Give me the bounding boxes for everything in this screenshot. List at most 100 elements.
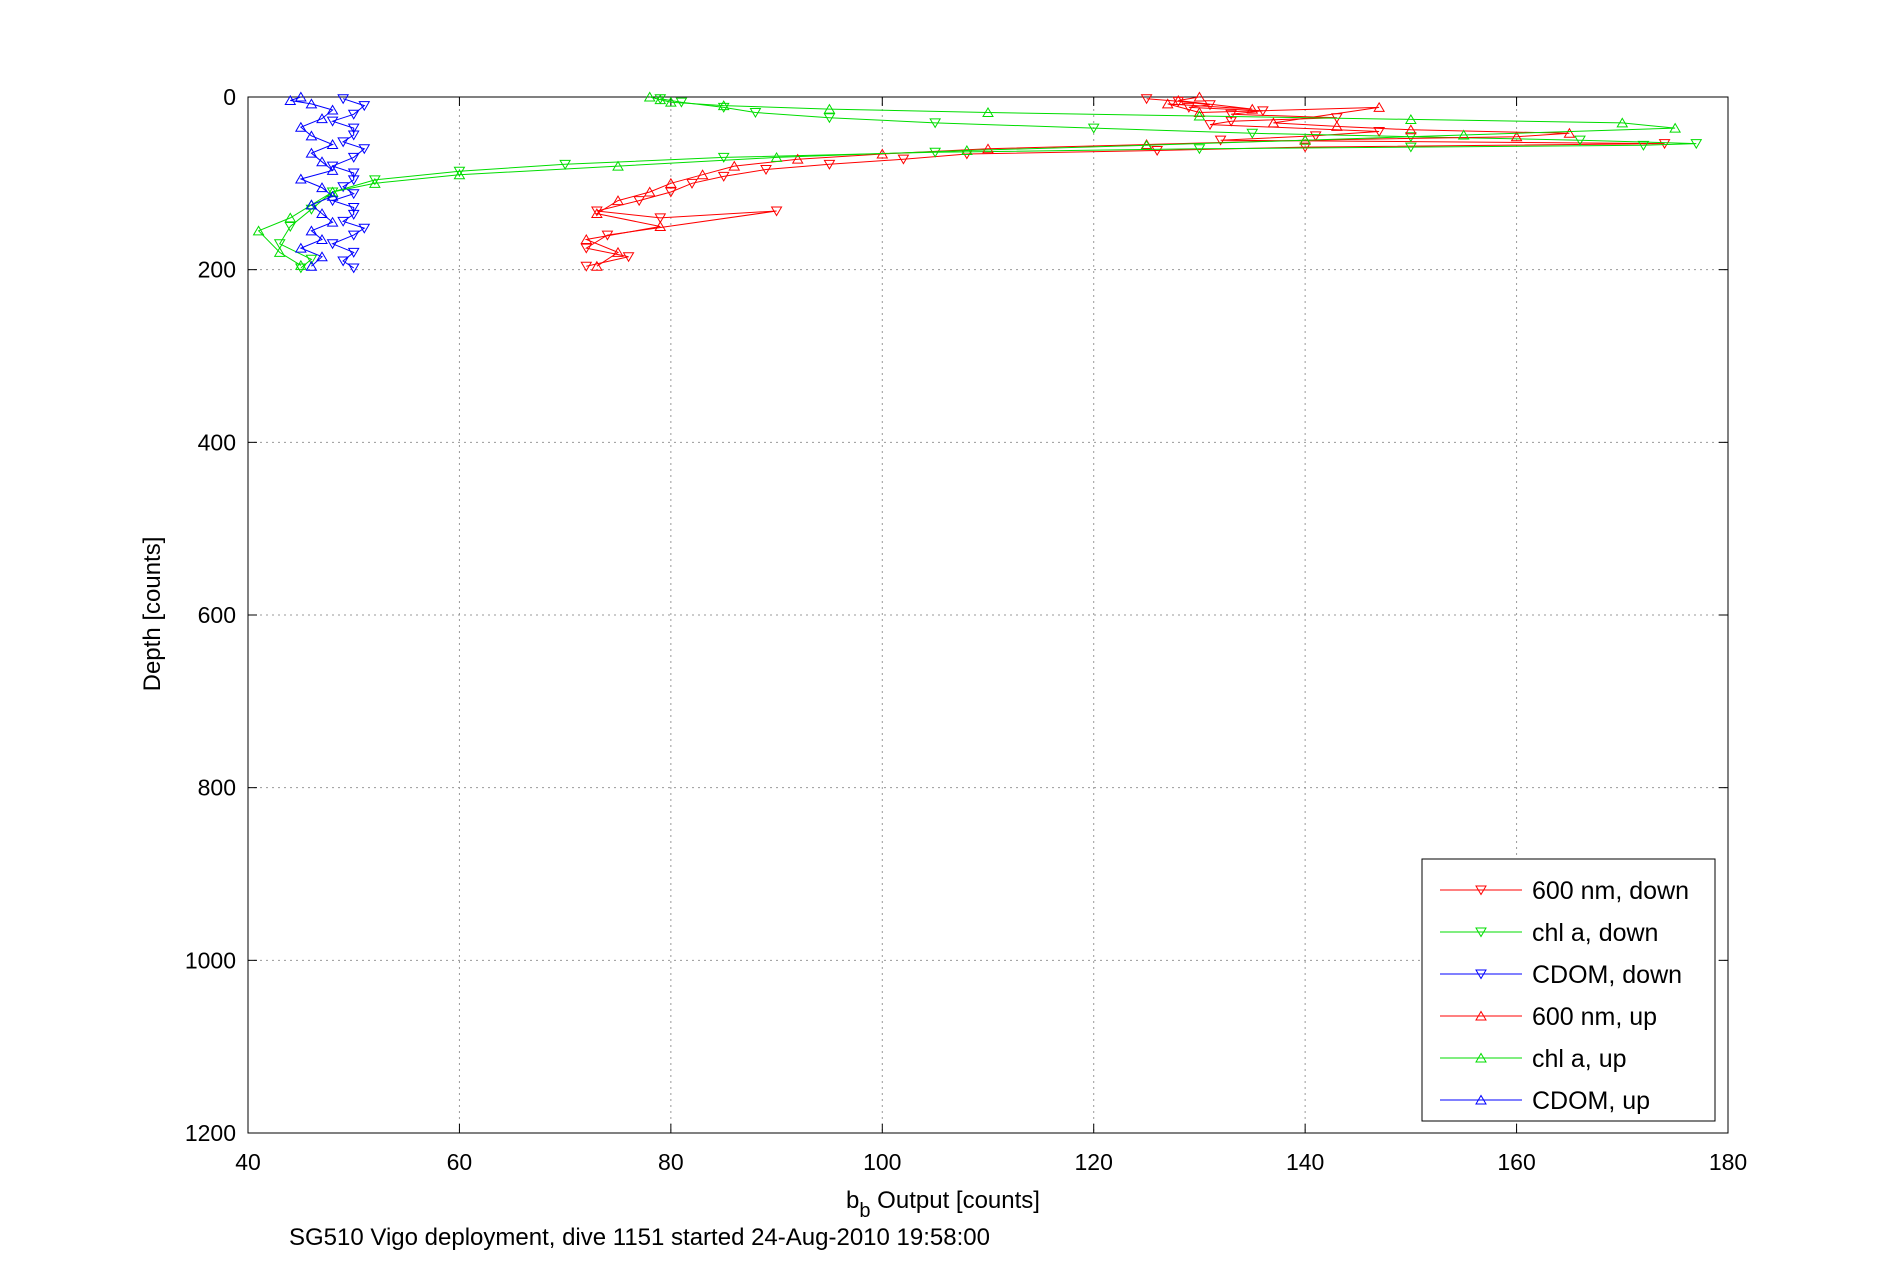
y-tick-label: 200 (198, 257, 236, 283)
data-point (337, 256, 350, 267)
y-tick-label: 0 (223, 84, 236, 110)
legend-entry: CDOM, up (1440, 1087, 1650, 1115)
tick-labels: 40 60 80 100 120 140 160 180 0 200 400 600 800 1000 12… (185, 84, 1747, 1175)
legend-swatch-marker (1475, 1094, 1487, 1105)
data-point (654, 94, 667, 105)
data-point (1193, 107, 1206, 118)
data-point (453, 169, 466, 180)
data-point (823, 159, 836, 170)
data-point (717, 152, 730, 163)
data-point (294, 121, 307, 132)
data-point (294, 242, 307, 253)
data-point (347, 130, 360, 141)
data-point (347, 152, 360, 163)
legend: 600 nm, down chl a, down CDOM, down 600 nm,… (1421, 858, 1716, 1122)
legend-swatch-marker (1475, 885, 1487, 896)
data-point (358, 223, 371, 234)
data-point (664, 187, 677, 198)
data-point (982, 143, 994, 154)
data-point (347, 189, 360, 200)
data-point (273, 239, 286, 250)
data-point (326, 239, 339, 250)
legend-swatch-marker (1475, 1010, 1487, 1021)
data-point (1204, 120, 1216, 131)
data-point (590, 206, 603, 217)
series-2 (326, 94, 371, 274)
data-point (294, 259, 307, 270)
data-point (590, 260, 603, 271)
legend-entry: 600 nm, up (1440, 1003, 1657, 1031)
data-point (1204, 100, 1216, 111)
data-point (633, 196, 646, 207)
data-point (1563, 127, 1576, 138)
data-point (770, 151, 783, 162)
data-point (1193, 91, 1206, 102)
data-point (284, 94, 297, 105)
data-point (347, 109, 360, 120)
data-point (358, 101, 371, 112)
legend-label: chl a, down (1532, 919, 1658, 947)
series-4 (252, 91, 1682, 270)
data-point (1267, 117, 1280, 128)
data-point (316, 251, 328, 262)
legend-entry: chl a, up (1440, 1045, 1627, 1073)
data-point (305, 147, 318, 158)
data-point (294, 91, 307, 102)
data-point (347, 175, 360, 186)
data-point (1690, 139, 1703, 150)
data-point (337, 182, 350, 193)
data-point (305, 225, 318, 236)
data-point (760, 165, 772, 176)
y-axis-label: Depth [counts] (139, 537, 166, 692)
legend-label: 600 nm, down (1532, 877, 1689, 905)
data-point (1225, 116, 1238, 127)
data-point (1373, 127, 1386, 138)
data-point (654, 221, 667, 231)
data-point (358, 144, 371, 155)
data-point (305, 254, 318, 265)
x-axis-label: bb Output [counts] (846, 1187, 1040, 1222)
series-1 (273, 94, 1703, 274)
y-tick-label: 600 (198, 602, 236, 628)
y-tick-label: 800 (198, 775, 236, 801)
data-point (284, 222, 297, 232)
plot-frame (247, 96, 1729, 1134)
data-point (717, 100, 730, 111)
data-point (696, 169, 709, 180)
data-point (580, 261, 593, 272)
data-point (326, 138, 339, 149)
legend-label: chl a, up (1532, 1045, 1627, 1073)
legend-label: 600 nm, up (1532, 1003, 1657, 1031)
y-tick-label: 1200 (185, 1120, 236, 1146)
data-point (590, 208, 603, 219)
data-point (347, 168, 360, 179)
data-point (305, 199, 318, 210)
data-point (1193, 110, 1206, 121)
x-tick-label: 40 (235, 1149, 261, 1175)
data-point (305, 98, 318, 109)
legend-label: CDOM, down (1532, 961, 1682, 989)
data-point (580, 233, 593, 244)
data-point (717, 171, 730, 182)
legend-box (1421, 858, 1716, 1122)
data-point (316, 208, 328, 219)
data-point (1172, 94, 1185, 105)
data-point (1161, 98, 1174, 109)
data-point (305, 260, 318, 271)
data-point (929, 118, 942, 129)
legend-entry: chl a, down (1440, 919, 1658, 947)
data-point (316, 156, 328, 167)
y-tick-label: 400 (198, 429, 236, 455)
series-line (278, 98, 1697, 269)
data-point (664, 177, 677, 188)
x-tick-label: 160 (1497, 1149, 1535, 1175)
data-point (1172, 96, 1185, 107)
x-tick-label: 80 (658, 1149, 684, 1175)
data-point (337, 137, 350, 148)
x-tick-label: 120 (1075, 1149, 1113, 1175)
series-line (257, 96, 1676, 266)
x-axis-label-rest: Output [counts] (871, 1187, 1040, 1214)
x-tick-label: 140 (1286, 1149, 1324, 1175)
data-point (686, 178, 698, 189)
data-point (612, 246, 624, 257)
